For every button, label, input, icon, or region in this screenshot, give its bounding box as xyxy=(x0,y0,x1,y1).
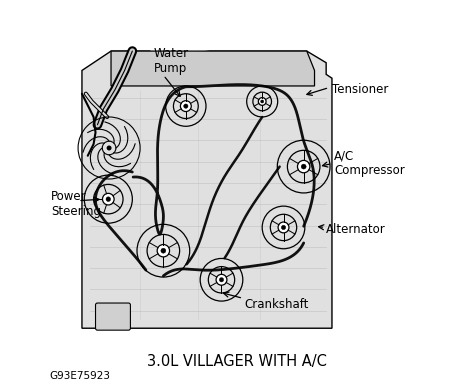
Circle shape xyxy=(298,160,310,173)
Circle shape xyxy=(106,197,110,202)
Text: Power
Steering: Power Steering xyxy=(51,190,101,218)
Text: 3.0L VILLAGER WITH A/C: 3.0L VILLAGER WITH A/C xyxy=(147,354,327,370)
Circle shape xyxy=(216,274,227,285)
Circle shape xyxy=(301,164,306,169)
Polygon shape xyxy=(82,51,332,328)
Polygon shape xyxy=(111,51,315,86)
FancyBboxPatch shape xyxy=(96,303,130,330)
Text: Water
Pump: Water Pump xyxy=(154,47,189,75)
Circle shape xyxy=(107,145,111,151)
Circle shape xyxy=(261,100,264,103)
Text: A/C
Compressor: A/C Compressor xyxy=(334,149,405,177)
Text: Alternator: Alternator xyxy=(326,223,386,236)
Circle shape xyxy=(102,193,114,205)
Text: Tensioner: Tensioner xyxy=(332,83,388,96)
Circle shape xyxy=(183,104,188,108)
Text: Crankshaft: Crankshaft xyxy=(245,298,309,312)
Circle shape xyxy=(258,98,266,105)
Text: G93E75923: G93E75923 xyxy=(49,371,110,380)
Circle shape xyxy=(181,101,191,112)
Circle shape xyxy=(157,245,170,257)
Circle shape xyxy=(161,248,166,253)
Circle shape xyxy=(219,278,224,282)
Circle shape xyxy=(282,225,286,230)
Circle shape xyxy=(278,222,289,233)
